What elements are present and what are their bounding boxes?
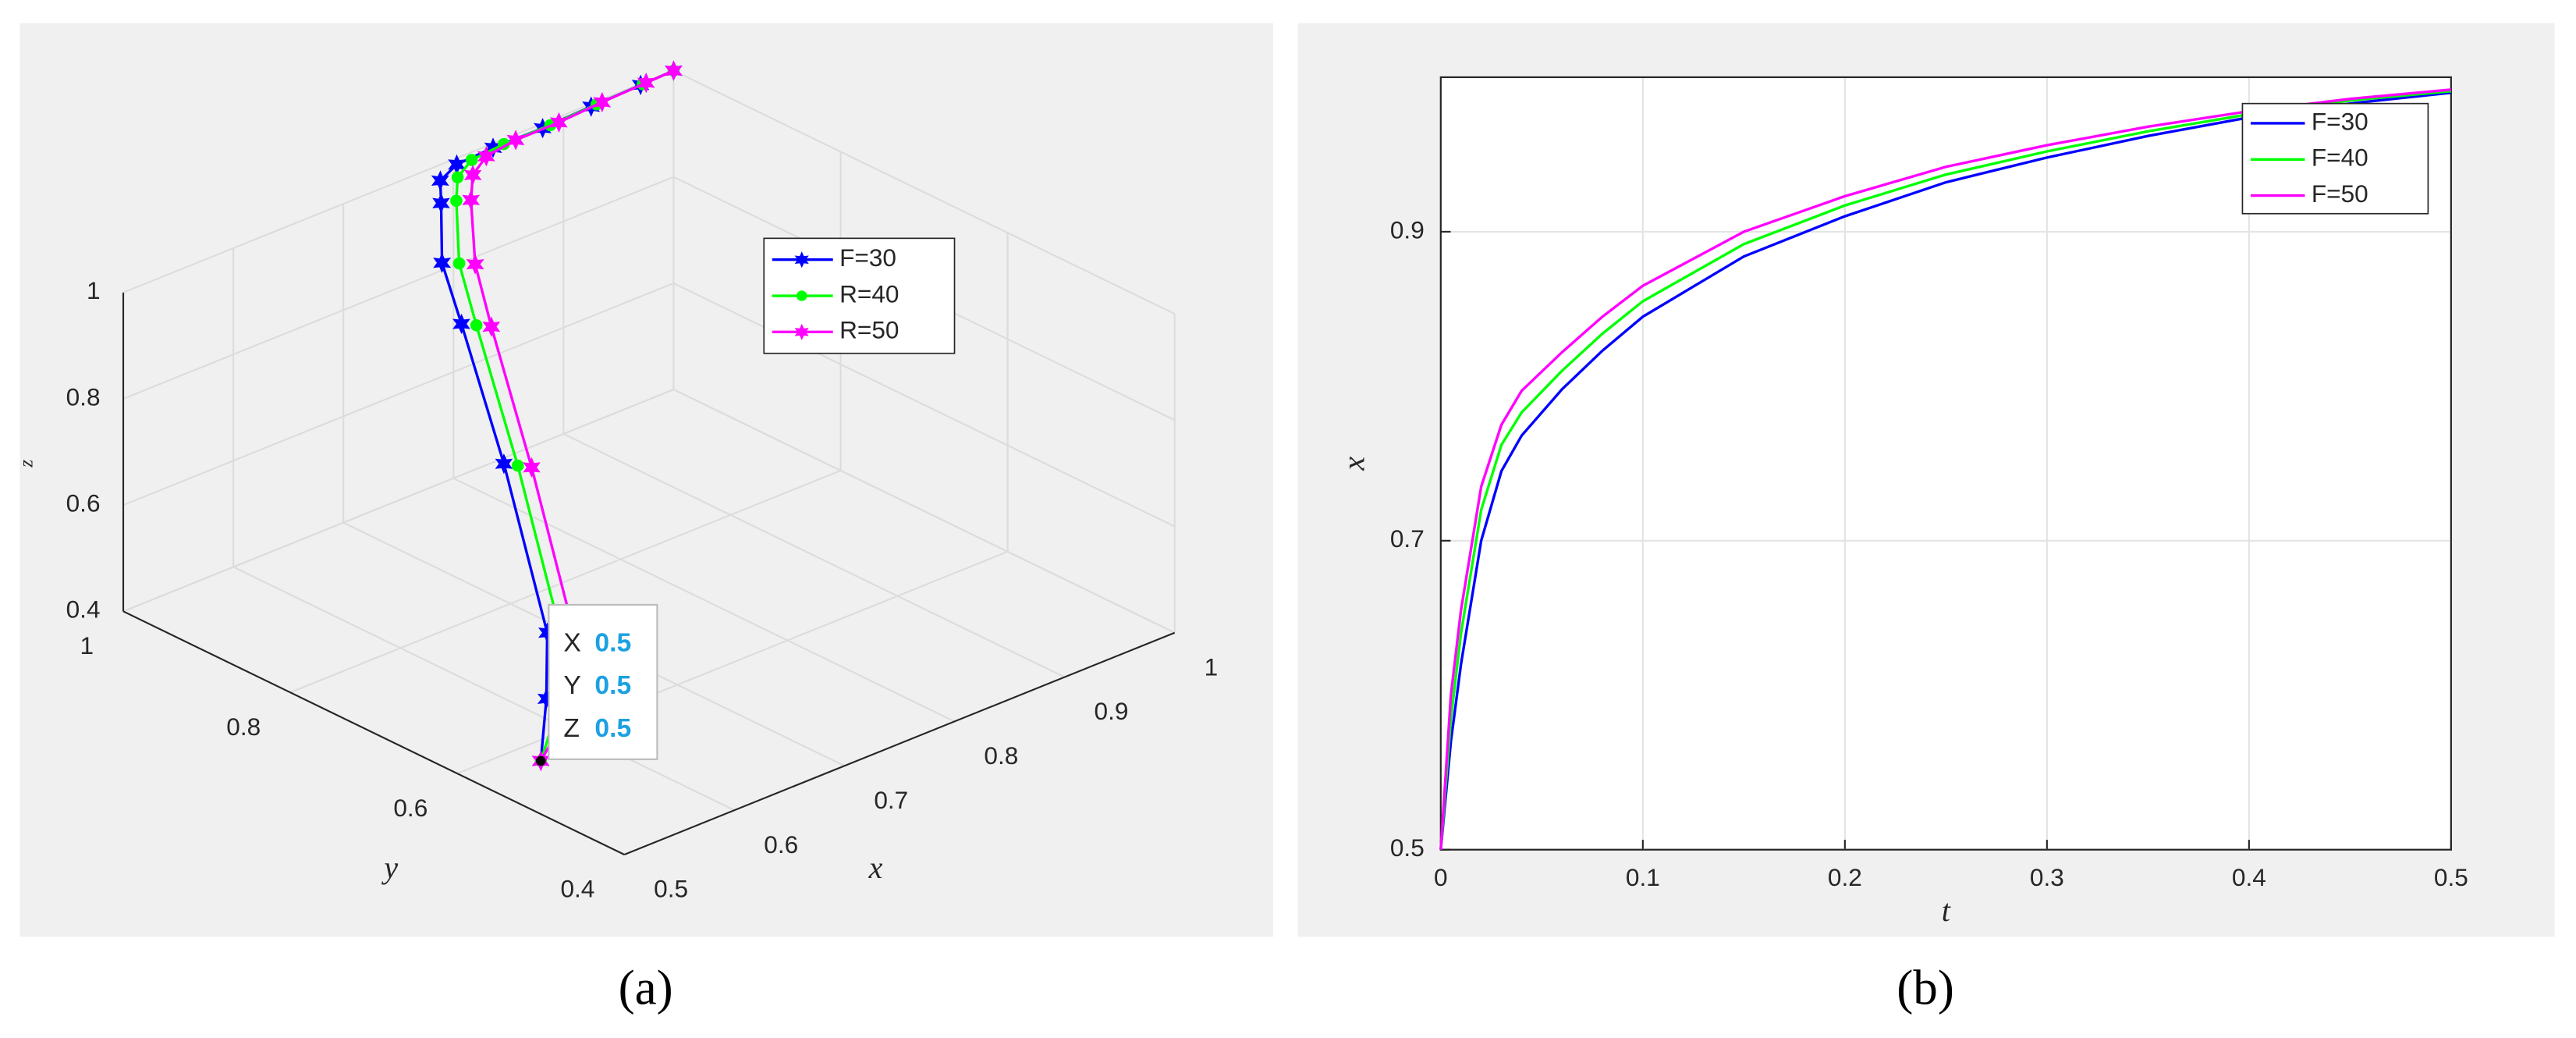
grid-line — [122, 282, 674, 507]
y-tick-label: 0.4 — [560, 875, 594, 903]
marker — [433, 252, 452, 273]
marker — [477, 146, 495, 167]
datatip-box — [548, 603, 658, 760]
datatip-label: Y — [563, 671, 580, 700]
y-tick-label: 0.6 — [393, 794, 428, 822]
series-line — [1439, 91, 2452, 850]
grid-line — [672, 282, 1176, 528]
y-tick-label: 0.9 — [1390, 215, 1425, 244]
legend-marker — [794, 323, 809, 340]
legend-label: F=40 — [2312, 144, 2368, 172]
x-axis-label: x — [868, 850, 883, 885]
panel-a-background — [20, 23, 1274, 937]
legend-label: F=30 — [839, 244, 896, 272]
marker — [462, 190, 481, 211]
x-axis-label: t — [1942, 893, 1951, 928]
legend-label: R=50 — [839, 316, 899, 344]
x-tick-label: 0 — [1434, 863, 1448, 891]
legend-label: F=50 — [2312, 180, 2368, 208]
series-line — [1439, 88, 2452, 850]
datatip-point — [535, 755, 546, 766]
x-tick-label: 0.4 — [2232, 863, 2266, 891]
y-tick-label: 0.5 — [1390, 834, 1425, 862]
marker — [495, 453, 513, 475]
marker — [523, 457, 541, 478]
grid-line — [672, 69, 1176, 315]
marker — [506, 130, 525, 151]
z-axis-label: z — [16, 460, 37, 468]
y-tick-label: 1 — [80, 631, 94, 659]
marker — [549, 112, 568, 133]
caption: (b) — [1897, 960, 1954, 1015]
datatip-value: 0.5 — [594, 671, 631, 700]
datatip-label: X — [563, 628, 580, 657]
grid-line — [562, 432, 1066, 678]
z-tick-label: 0.6 — [66, 489, 101, 517]
x-tick-label: 0.1 — [1626, 863, 1660, 891]
grid-line — [452, 477, 955, 723]
y-axis — [122, 610, 625, 855]
marker — [593, 91, 612, 113]
grid-line — [289, 469, 841, 694]
marker — [637, 73, 655, 94]
caption: (a) — [619, 960, 673, 1015]
datatip-value: 0.5 — [594, 714, 631, 743]
grid-line — [122, 69, 674, 293]
marker — [450, 194, 463, 208]
z-tick-label: 0.8 — [66, 382, 101, 411]
marker — [451, 171, 464, 184]
x-tick-label: 0.3 — [2030, 863, 2064, 891]
marker — [470, 319, 483, 332]
marker — [465, 154, 478, 166]
legend-marker — [796, 290, 807, 301]
grid-line — [122, 389, 674, 613]
legend-label: R=40 — [839, 279, 899, 307]
x-tick-label: 0.8 — [984, 741, 1018, 770]
marker — [452, 313, 470, 335]
z-tick-label: 1 — [87, 276, 101, 304]
y-tick-label: 0.7 — [1390, 524, 1425, 553]
marker — [463, 165, 482, 186]
series-line — [1439, 90, 2452, 850]
grid-line — [122, 176, 674, 400]
y-axis-label: y — [381, 850, 398, 885]
z-tick-label: 0.4 — [66, 595, 101, 624]
x-axis — [623, 631, 1176, 855]
y-axis-label: x — [1336, 457, 1371, 471]
x-tick-label: 0.9 — [1095, 697, 1129, 725]
legend-marker — [794, 251, 809, 268]
datatip-value: 0.5 — [594, 628, 631, 657]
marker — [452, 257, 466, 270]
marker — [431, 170, 449, 191]
y-tick-label: 0.8 — [226, 713, 261, 741]
marker — [466, 254, 484, 275]
x-tick-label: 0.5 — [654, 875, 688, 903]
marker — [482, 316, 501, 337]
legend-label: F=30 — [2312, 107, 2368, 135]
x-tick-label: 0.5 — [2434, 863, 2468, 891]
grid-line — [232, 566, 735, 812]
plot-frame — [1439, 76, 2452, 851]
datatip-label: Z — [563, 714, 580, 743]
grid-line — [672, 389, 1176, 634]
marker — [432, 193, 450, 214]
x-tick-label: 0.7 — [874, 786, 908, 814]
marker — [665, 60, 683, 81]
x-tick-label: 0.6 — [764, 830, 798, 858]
x-tick-label: 1 — [1205, 652, 1219, 681]
x-tick-label: 0.2 — [1828, 863, 1862, 891]
marker — [511, 459, 524, 472]
